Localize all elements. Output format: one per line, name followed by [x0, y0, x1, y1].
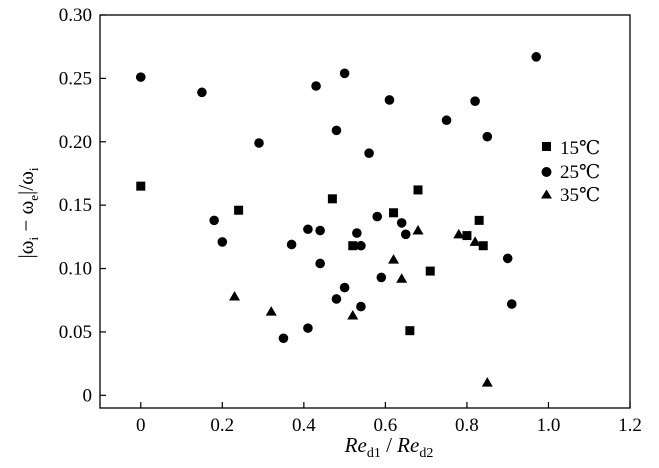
data-point-triangle: [388, 254, 400, 264]
legend: 15℃ 25℃ 35℃: [541, 138, 600, 206]
legend-label-25c: 25℃: [560, 162, 600, 183]
data-point-triangle: [396, 273, 408, 283]
y-tick-label: 0.25: [59, 68, 92, 89]
y-tick-label: 0.30: [59, 5, 92, 26]
x-ticks: 0 0.2 0.4 0.6 0.8 1.0 1.2: [136, 402, 642, 436]
y-axis-label: |ωi − ωe|/ωi: [14, 167, 41, 258]
data-point-circle: [278, 333, 289, 344]
legend-marker-35c: [541, 189, 552, 199]
data-point-triangle: [453, 228, 465, 239]
data-point-circle: [482, 131, 493, 142]
plot-frame: [99, 14, 631, 409]
data-point-square: [136, 181, 146, 191]
data-point-square: [425, 266, 435, 276]
data-point-triangle: [481, 377, 493, 387]
y-tick-label: 0: [83, 385, 93, 406]
data-point-square: [478, 241, 488, 251]
data-point-circle: [502, 253, 513, 264]
data-point-triangle: [229, 290, 241, 301]
legend-label-35c: 35℃: [560, 185, 600, 206]
data-point-circle: [217, 237, 228, 247]
y-tick-label: 0.20: [59, 132, 92, 153]
data-point-triangle: [469, 236, 481, 246]
data-point-square: [327, 194, 337, 204]
y-tick-label: 0.15: [59, 195, 92, 216]
legend-marker-15c: [542, 142, 551, 151]
data-point-circle: [331, 294, 342, 304]
x-tick-label: 0.4: [292, 415, 316, 436]
data-point-triangle: [412, 225, 424, 235]
data-point-circle: [396, 218, 407, 228]
y-ticks: 0 0.05 0.10 0.15 0.20 0.25 0.30: [59, 5, 106, 406]
data-point-circle: [339, 282, 350, 293]
legend-label-15c: 15℃: [560, 138, 600, 159]
data-point-circle: [254, 138, 264, 148]
data-point-square: [474, 215, 484, 225]
data-point-circle: [356, 240, 366, 251]
data-point-square: [405, 326, 415, 336]
data-point-circle: [441, 115, 452, 126]
data-point-circle: [339, 68, 350, 79]
data-point-circle: [311, 81, 321, 91]
x-tick-label: 1.2: [618, 415, 642, 436]
y-tick-label: 0.10: [59, 259, 92, 280]
data-point-circle: [315, 225, 325, 236]
x-axis-label: Red1 / Red2: [344, 433, 434, 461]
data-point-triangle: [265, 306, 277, 316]
data-point-square: [413, 185, 423, 195]
data-point-circle: [209, 215, 219, 226]
data-point-circle: [135, 72, 146, 82]
markers: [135, 52, 542, 387]
x-tick-label: 0: [136, 415, 146, 436]
data-point-circle: [364, 148, 374, 158]
x-tick-label: 1.0: [537, 415, 561, 436]
data-point-square: [348, 241, 358, 251]
data-point-square: [389, 208, 399, 218]
data-point-square: [234, 205, 244, 215]
data-point-circle: [384, 95, 395, 105]
data-point-square: [462, 231, 472, 241]
x-tick-label: 0.2: [210, 415, 234, 436]
data-point-circle: [303, 224, 313, 235]
data-point-circle: [197, 87, 207, 98]
data-point-circle: [376, 272, 387, 283]
data-point-circle: [303, 323, 313, 333]
legend-marker-25c: [541, 167, 552, 177]
data-point-circle: [331, 125, 342, 136]
data-point-circle: [531, 52, 542, 62]
data-point-circle: [352, 228, 362, 238]
x-tick-label: 0.8: [455, 415, 479, 436]
data-point-circle: [400, 229, 411, 240]
data-point-circle: [506, 299, 517, 309]
data-point-circle: [315, 258, 325, 269]
x-tick-label: 0.6: [374, 415, 398, 436]
data-point-circle: [470, 96, 480, 107]
data-point-triangle: [347, 309, 359, 320]
data-point-circle: [372, 211, 383, 222]
data-point-circle: [356, 301, 366, 312]
y-tick-label: 0.05: [59, 322, 92, 343]
data-point-circle: [286, 239, 297, 250]
